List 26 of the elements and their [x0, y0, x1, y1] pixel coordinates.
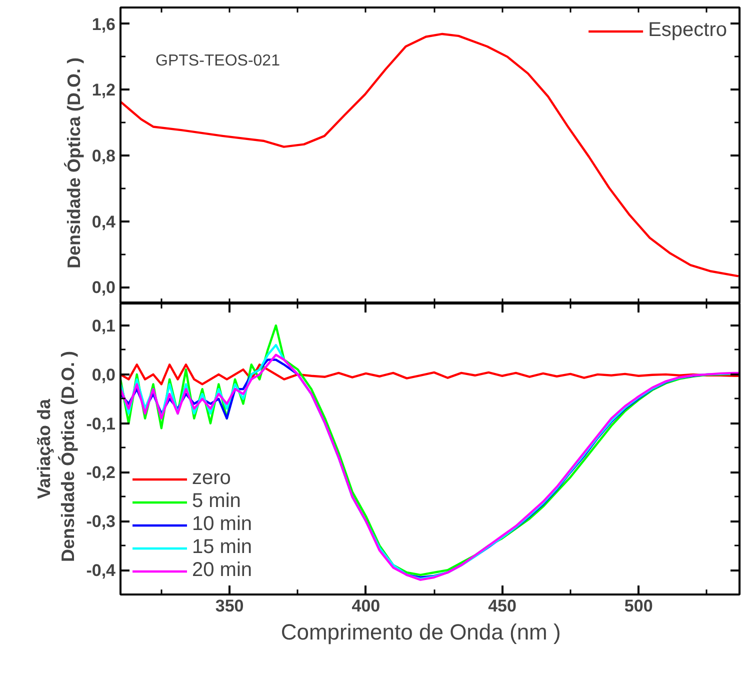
y-tick-label: 0,1: [92, 316, 116, 336]
annotation: GPTS-TEOS-021: [156, 52, 280, 70]
y-tick-label: 0,0: [92, 278, 116, 298]
y-tick-label: -0,3: [86, 512, 116, 532]
legend-label: 10 min: [192, 513, 252, 536]
y-tick-label: -0,1: [86, 414, 116, 434]
legend-label: 20 min: [192, 559, 252, 582]
x-tick-label: 400: [352, 596, 380, 616]
x-tick-label: 350: [215, 596, 244, 616]
y-tick-label: 0,4: [92, 212, 116, 232]
y-tick-label: -0,4: [86, 561, 116, 580]
legend-label: 5 min: [192, 490, 241, 513]
x-axis-title: Comprimento de Onda (nm ): [280, 620, 561, 644]
x-tick-label: 500: [624, 596, 653, 616]
y-axis-title: Variação da Densidade Óptica (D.O. ): [34, 350, 78, 562]
legend-label: zero: [192, 467, 231, 490]
y-tick-label: 0,8: [92, 146, 116, 166]
y-tick-label: -0,2: [86, 463, 116, 482]
line-series: [120, 364, 740, 386]
y-tick-label: 1,2: [92, 80, 116, 100]
y-tick-label: 1,6: [92, 14, 116, 34]
y-axis-title: Densidade Óptica (D.O. ): [64, 57, 84, 269]
y-tick-label: 0,0: [92, 365, 116, 384]
legend-label: Espectro: [648, 19, 727, 42]
x-tick-label: 450: [488, 596, 516, 616]
legend-label: 15 min: [192, 536, 252, 559]
